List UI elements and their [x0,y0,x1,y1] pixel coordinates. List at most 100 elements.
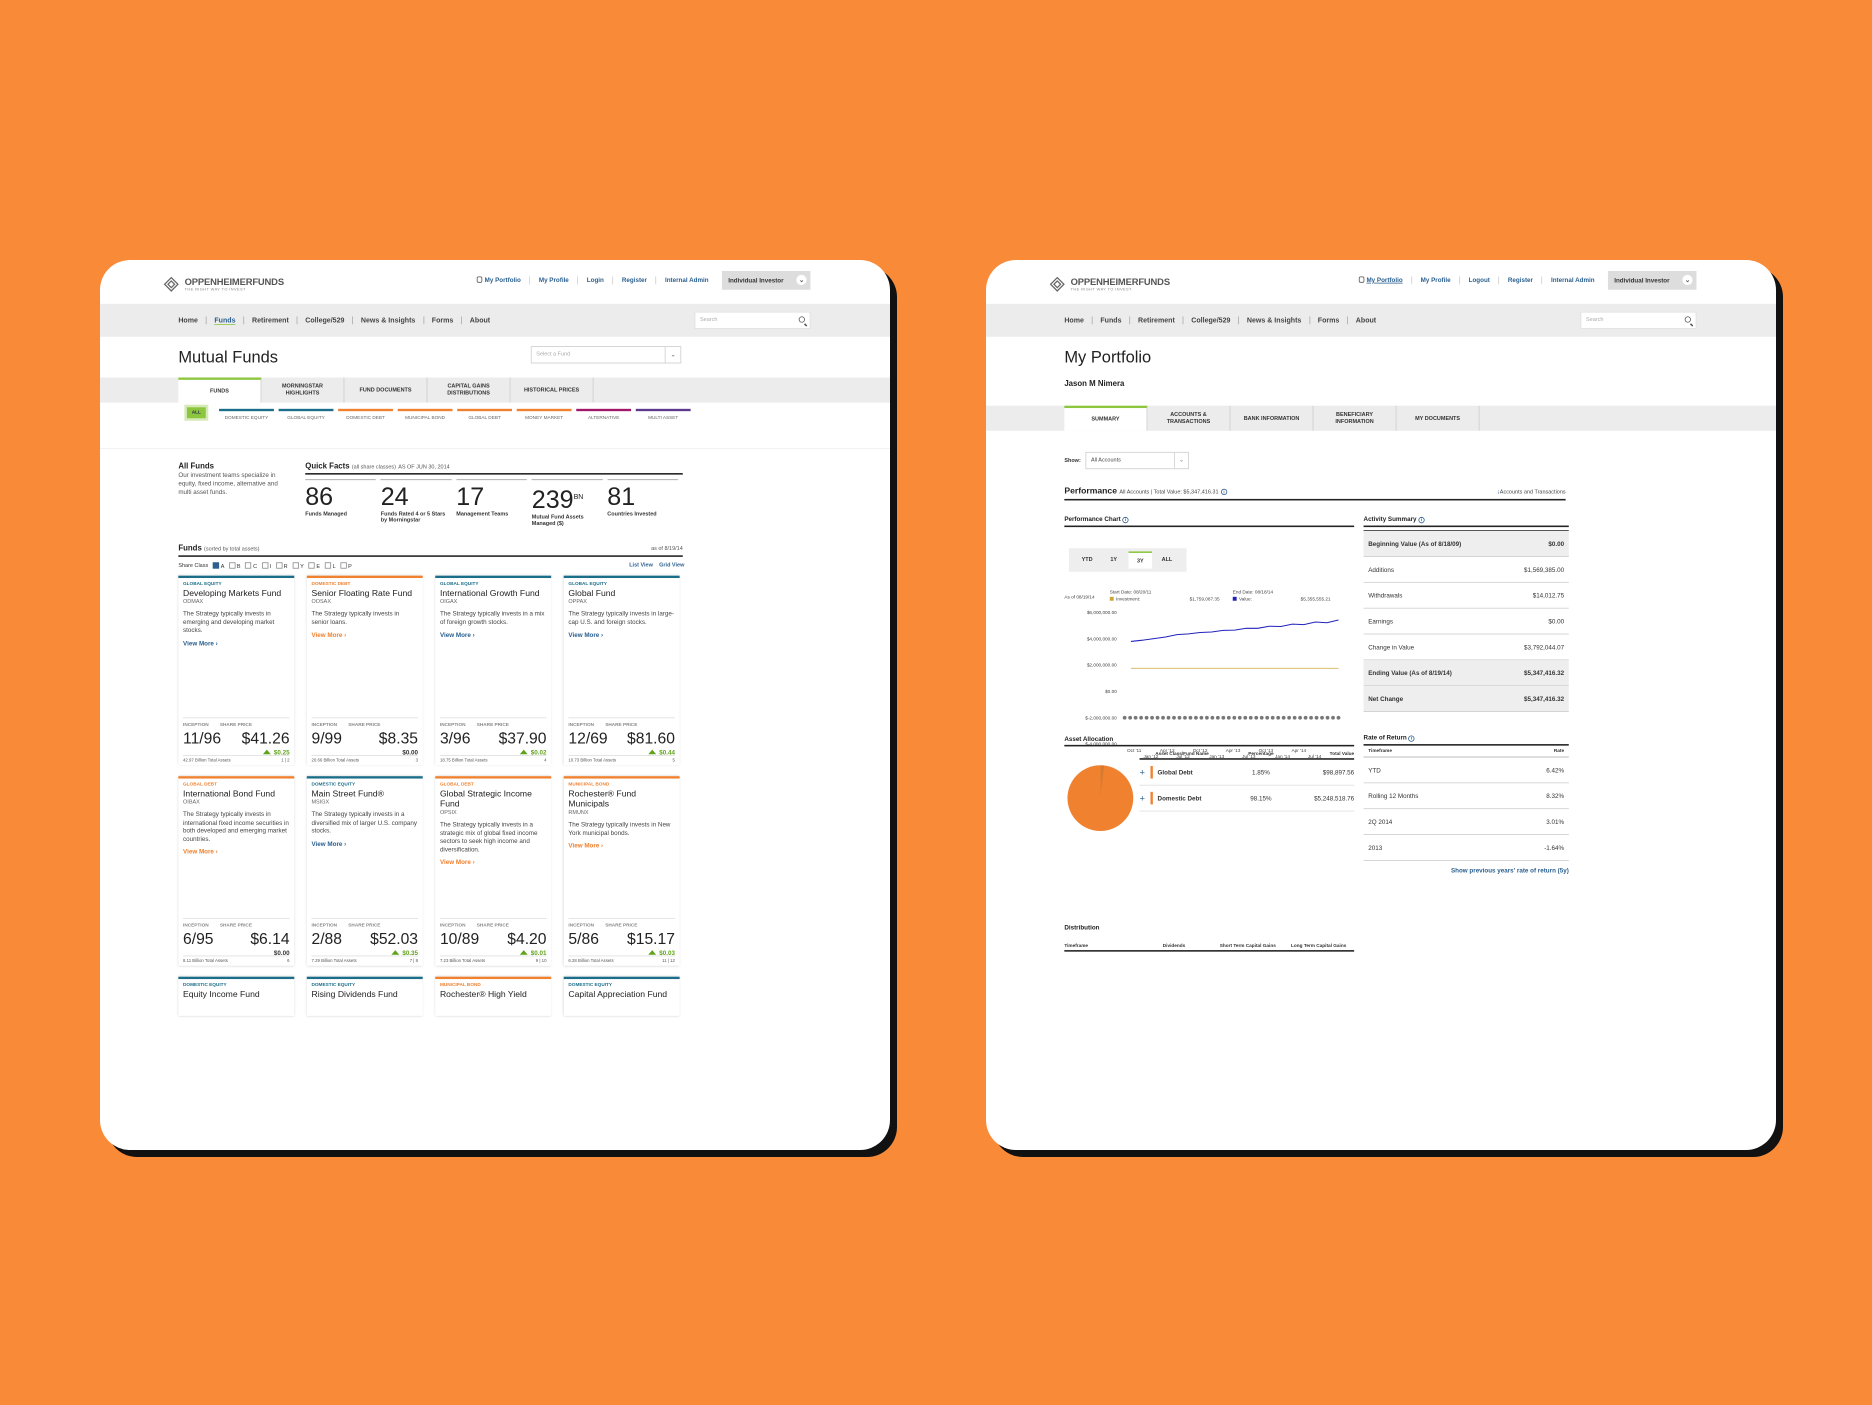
expand-icon[interactable]: + [1139,792,1146,804]
nav-about[interactable]: About [469,316,491,325]
share-class-checkbox[interactable]: A [212,562,224,569]
util-my-profile[interactable]: My Profile [1412,276,1461,285]
fund-select[interactable]: Select a Fund ⌄ [530,346,682,364]
nav-college[interactable]: College/529 [1183,316,1240,325]
brand-logo[interactable]: OPPENHEIMERFUNDS THE RIGHT WAY TO INVEST [1049,276,1170,293]
fund-card[interactable]: GLOBAL EQUITY Global Fund OPPAX The Strateg… [563,575,680,766]
fund-card[interactable]: DOMESTIC EQUITY Rising Dividends Fund [306,976,423,1016]
tab-capital-gains[interactable]: CAPITAL GAINS DISTRIBUTIONS [427,377,511,403]
fund-card[interactable]: DOMESTIC DEBT Senior Floating Rate Fund OO… [306,575,423,766]
tab-historical-prices[interactable]: HISTORICAL PRICES [510,377,594,403]
pagination[interactable]: 9 | 10 [535,958,547,964]
view-more-link[interactable]: View More › [311,840,347,848]
fund-card[interactable]: GLOBAL DEBT International Bond Fund OIBAX T… [178,776,295,966]
share-class-checkbox[interactable]: C [245,562,257,569]
nav-funds[interactable]: Funds [1093,316,1131,325]
account-select[interactable]: All Accounts ⌄ [1085,451,1189,470]
pagination[interactable]: 1 | 2 [281,758,290,763]
view-more-link[interactable]: View More › [568,631,604,639]
view-more-link[interactable]: View More › [183,848,218,856]
range-button[interactable]: ALL [1161,556,1173,563]
nav-home[interactable]: Home [178,316,207,325]
category-filter-item[interactable]: DOMESTIC EQUITY [219,408,274,421]
tab-accounts[interactable]: ACCOUNTS & TRANSACTIONS [1147,405,1231,431]
category-filter-item[interactable]: GLOBAL EQUITY [278,408,334,421]
nav-funds[interactable]: Funds [207,316,245,325]
nav-retirement[interactable]: Retirement [244,316,298,325]
share-class-checkbox[interactable]: I [261,562,271,569]
fund-card[interactable]: DOMESTIC EQUITY Equity Income Fund [178,976,295,1016]
tab-morningstar[interactable]: MORNINGSTAR HIGHLIGHTS [261,377,345,403]
investor-select[interactable]: Individual Investor ⌄ [1607,270,1697,290]
nav-home[interactable]: Home [1064,316,1093,325]
view-more-link[interactable]: View More › [311,631,347,639]
util-my-portfolio[interactable]: My Portfolio [1350,276,1413,285]
pagination[interactable]: 4 [544,758,547,763]
pagination[interactable]: 7 | 8 [409,958,419,964]
filter-all-button[interactable]: ALL [184,404,209,421]
util-internal-admin[interactable]: Internal Admin [664,276,709,284]
fund-card[interactable]: GLOBAL DEBT Global Strategic Income Fund O… [435,776,552,966]
brand-logo[interactable]: OPPENHEIMERFUNDS THE RIGHT WAY TO INVEST [163,276,284,293]
category-filter-item[interactable]: DOMESTIC DEBT [338,408,393,421]
share-class-checkbox[interactable]: P [340,562,352,569]
category-filter-item[interactable]: GLOBAL DEBT [457,408,513,421]
view-more-link[interactable]: View More › [183,639,218,647]
util-logout[interactable]: Logout [1460,276,1500,285]
info-icon[interactable]: i [1122,516,1129,524]
info-icon[interactable]: i [1220,488,1228,495]
search-input[interactable]: Search [694,311,811,329]
category-filter-item[interactable]: MUNICIPAL BOND [397,408,453,421]
tab-summary[interactable]: SUMMARY [1064,405,1148,431]
range-button[interactable]: 1Y [1110,556,1118,563]
share-class-checkbox[interactable]: B [229,562,241,569]
pagination[interactable]: 5 [672,758,675,763]
info-icon[interactable]: i [1418,516,1425,524]
share-class-checkbox[interactable]: Y [292,562,304,569]
view-more-link[interactable]: View More › [439,858,475,866]
tab-my-documents[interactable]: MY DOCUMENTS [1396,405,1480,431]
view-more-link[interactable]: View More › [439,631,475,639]
fund-card[interactable]: DOMESTIC EQUITY Capital Appreciation Fund [563,976,680,1016]
util-login[interactable]: Login [578,276,614,285]
category-filter-item[interactable]: MONEY MARKET [516,408,572,421]
tab-beneficiary[interactable]: BENEFICIARY INFORMATION [1313,405,1397,431]
nav-news[interactable]: News & Insights [1239,316,1310,325]
fund-card[interactable]: MUNICIPAL BOND Rochester® High Yield [435,976,552,1016]
nav-college[interactable]: College/529 [297,316,354,325]
fund-card[interactable]: MUNICIPAL BOND Rochester® Fund Municipals… [563,776,680,966]
grid-view-link[interactable]: Grid View [659,562,685,568]
nav-forms[interactable]: Forms [424,316,462,325]
tab-funds[interactable]: FUNDS [178,377,262,403]
category-filter-item[interactable]: ALTERNATIVE [576,408,632,421]
fund-card[interactable]: DOMESTIC EQUITY Main Street Fund® MSIGX The… [306,776,423,966]
list-view-link[interactable]: List View [629,562,653,568]
tab-fund-documents[interactable]: FUND DOCUMENTS [344,377,428,403]
fund-card[interactable]: GLOBAL EQUITY Developing Markets Fund ODMA… [178,575,295,766]
search-input[interactable]: Search [1580,311,1697,329]
share-class-checkbox[interactable]: E [308,562,320,569]
nav-news[interactable]: News & Insights [353,316,424,325]
util-my-profile[interactable]: My Profile [530,276,579,285]
pagination[interactable]: 6 [287,958,290,964]
nav-forms[interactable]: Forms [1310,316,1348,325]
investor-select[interactable]: Individual Investor ⌄ [721,270,811,290]
expand-icon[interactable]: + [1139,766,1146,778]
nav-retirement[interactable]: Retirement [1130,316,1184,325]
share-class-checkbox[interactable]: R [275,562,288,569]
util-my-portfolio[interactable]: My Portfolio [468,276,531,285]
pagination[interactable]: 11 | 12 [662,958,675,964]
info-icon[interactable]: i [1408,735,1415,742]
category-filter-item[interactable]: MULTI ASSET [635,408,691,421]
range-button[interactable]: 3Y [1128,551,1153,569]
show-previous-years-link[interactable]: Show previous years' rate of return (5y) [1450,867,1569,875]
accounts-transactions-link[interactable]: ↓Accounts and Transactions [1496,487,1566,495]
util-register[interactable]: Register [613,276,657,285]
tab-bank-info[interactable]: BANK INFORMATION [1230,405,1314,431]
fund-card[interactable]: GLOBAL EQUITY International Growth Fund OI… [435,575,552,766]
view-more-link[interactable]: View More › [568,841,604,850]
pagination[interactable]: 3 [415,758,419,763]
range-button[interactable]: YTD [1081,556,1093,563]
util-register[interactable]: Register [1499,276,1543,285]
nav-about[interactable]: About [1355,316,1377,325]
